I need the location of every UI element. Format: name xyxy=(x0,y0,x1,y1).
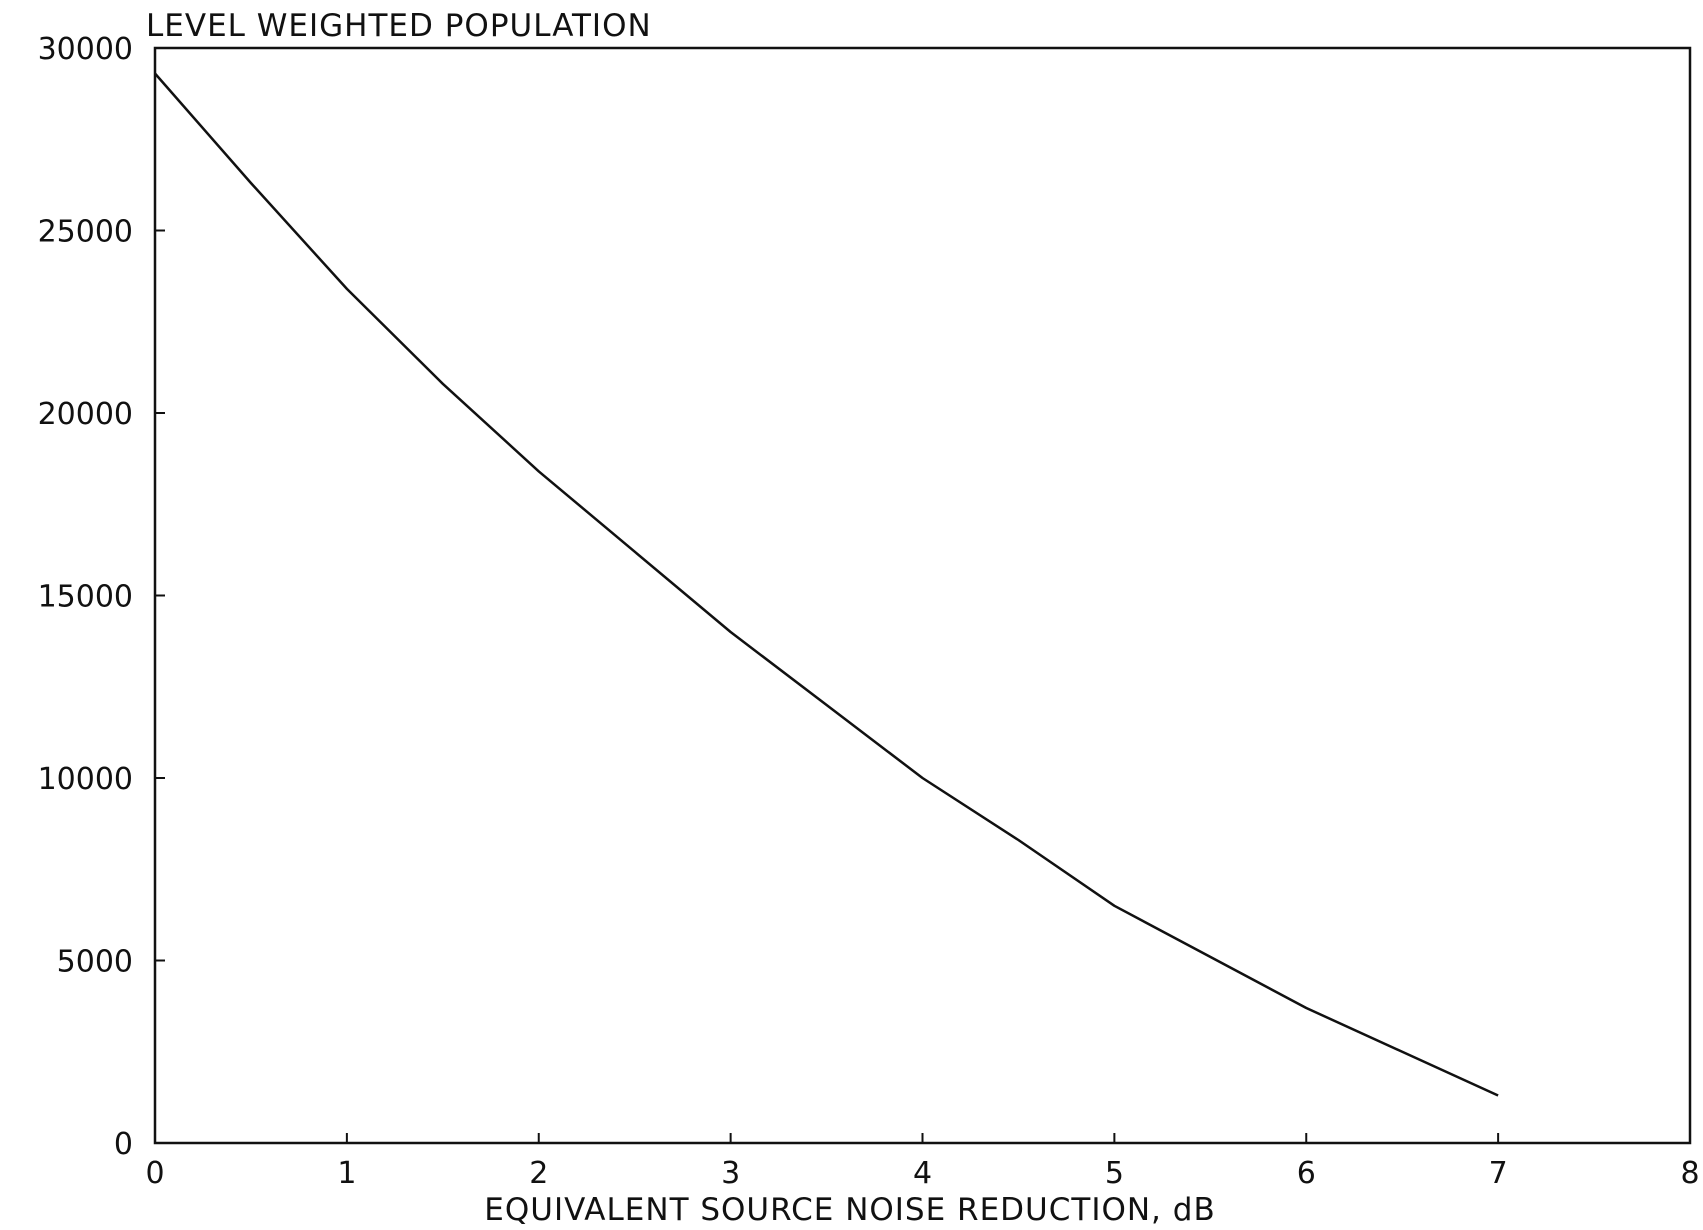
x-tick-label: 2 xyxy=(529,1156,548,1191)
y-tick-label: 30000 xyxy=(38,32,133,67)
y-axis-title: LEVEL WEIGHTED POPULATION xyxy=(146,8,652,44)
x-axis-ticks xyxy=(154,1133,1691,1143)
x-tick-labels: 0 1 2 3 4 5 6 7 8 xyxy=(145,1156,1699,1191)
y-tick-label: 15000 xyxy=(38,580,133,615)
plot-frame xyxy=(153,46,1692,1145)
x-tick-label: 4 xyxy=(913,1156,932,1191)
x-tick-label: 7 xyxy=(1489,1156,1508,1191)
x-tick-label: 1 xyxy=(337,1156,356,1191)
series-line-0 xyxy=(154,72,1499,1097)
y-tick-label: 20000 xyxy=(38,397,133,432)
x-tick-label: 3 xyxy=(721,1156,740,1191)
y-tick-labels: 30000 25000 20000 15000 10000 5000 0 xyxy=(38,32,133,1162)
x-tick-label: 6 xyxy=(1297,1156,1316,1191)
y-tick-label: 5000 xyxy=(57,945,133,980)
x-tick-label: 8 xyxy=(1680,1156,1699,1191)
x-tick-label: 0 xyxy=(145,1156,164,1191)
x-axis-title: EQUIVALENT SOURCE NOISE REDUCTION, dB xyxy=(484,1192,1215,1228)
y-tick-label: 10000 xyxy=(38,762,133,797)
series-lines xyxy=(154,72,1499,1097)
y-tick-label: 0 xyxy=(114,1127,133,1162)
x-tick-label: 5 xyxy=(1105,1156,1124,1191)
y-tick-label: 25000 xyxy=(38,215,133,250)
y-axis-ticks xyxy=(155,47,165,1144)
